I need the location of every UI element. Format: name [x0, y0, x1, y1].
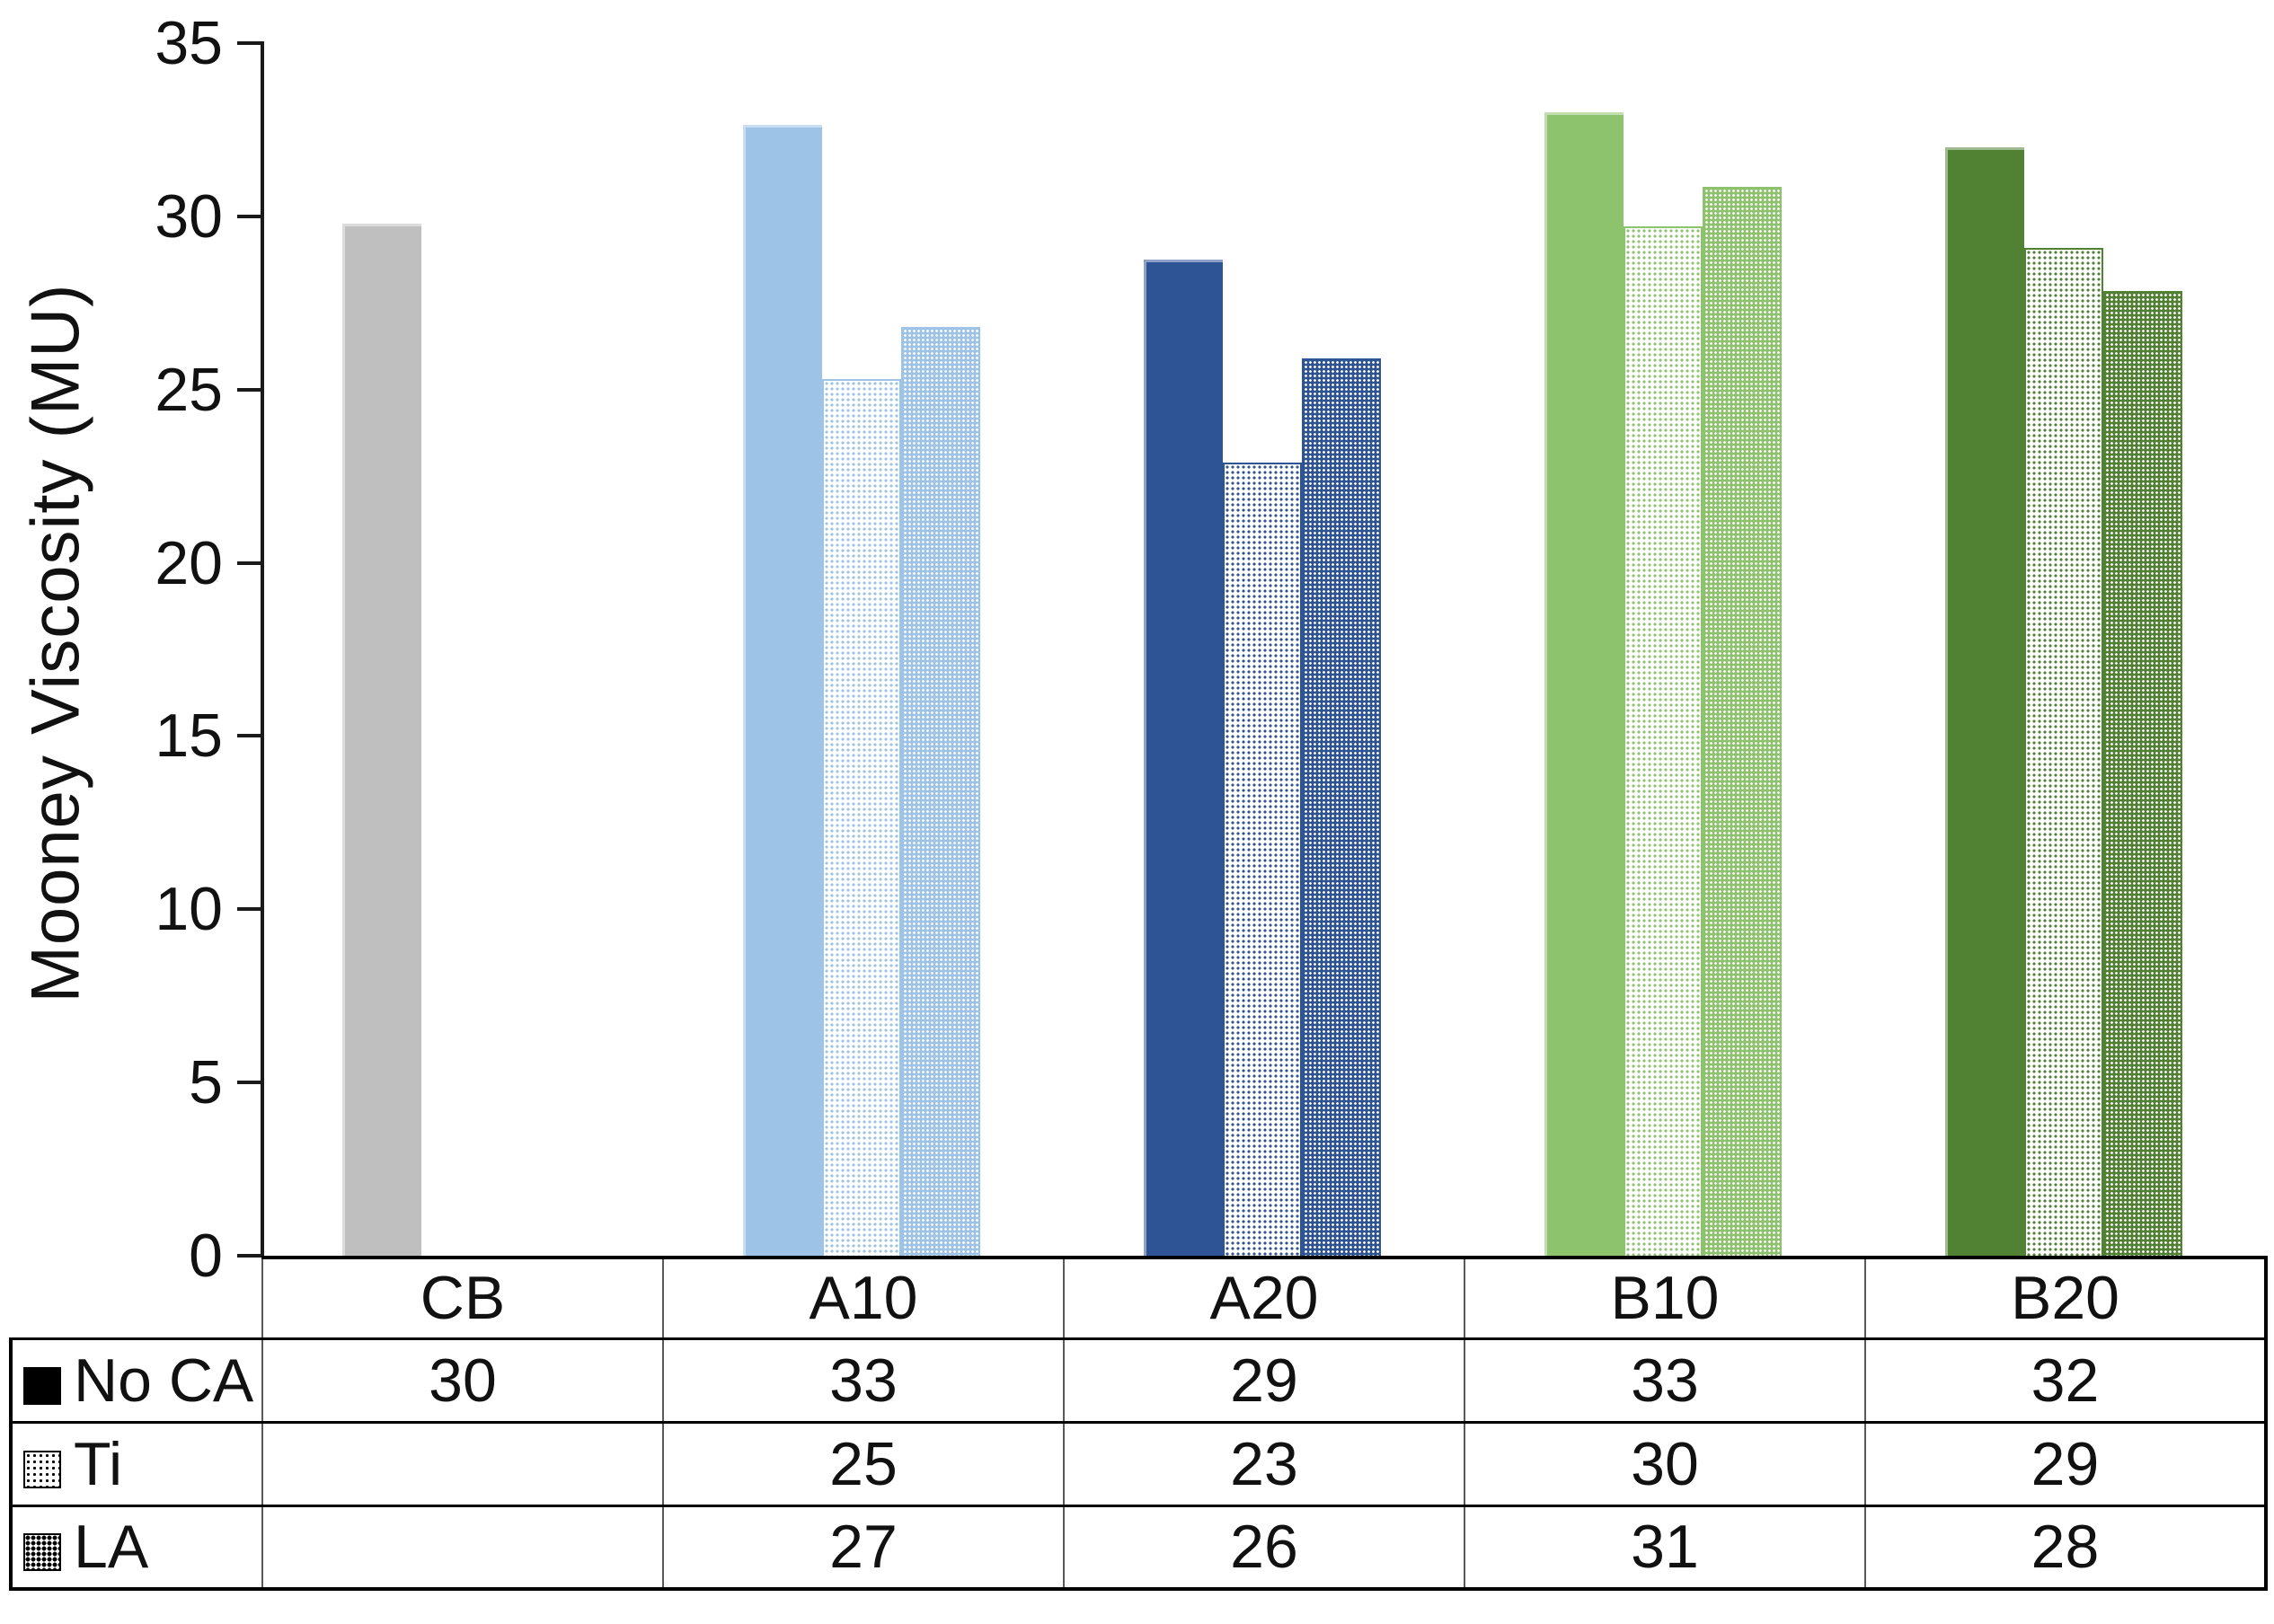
value-CB-Ti: [261, 1420, 664, 1507]
value-B20-Ti: 29: [1864, 1420, 2268, 1507]
y-tick-label-30: 30: [155, 181, 223, 251]
category-header-B20: B20: [1864, 1256, 2268, 1340]
y-tick-label-35: 35: [155, 9, 223, 77]
category-header-A10: A10: [662, 1256, 1065, 1340]
value-B10-LA: 31: [1464, 1504, 1866, 1591]
y-tick-label-0: 0: [189, 1222, 223, 1290]
value-A20-Ti: 23: [1063, 1420, 1465, 1507]
bar-group-B20: [1863, 43, 2264, 1256]
y-tick-mark-20: [237, 560, 262, 565]
series-label-Ti: Ti: [9, 1420, 263, 1507]
bar-B10-LA: [1703, 187, 1782, 1256]
value-B20-No CA: 32: [1864, 1337, 2268, 1424]
bar-A20-Ti: [1223, 463, 1302, 1256]
value-B10-No CA: 33: [1464, 1337, 1866, 1424]
legend-marker-No CA: [23, 1366, 61, 1405]
value-B10-Ti: 30: [1464, 1420, 1866, 1507]
value-A10-No CA: 33: [662, 1337, 1065, 1424]
data-table: CB A10 A20 B10 B20 No CA 30 33 29 33 32 Ti 25 23 30 29 L…: [9, 1256, 2268, 1591]
value-A10-LA: 27: [662, 1504, 1065, 1591]
value-CB-LA: [261, 1504, 664, 1591]
bar-A20-No CA: [1144, 260, 1223, 1256]
y-tick-mark-5: [237, 1081, 262, 1085]
bar-group-B10: [1463, 43, 1863, 1256]
y-tick-mark-35: [237, 41, 262, 45]
legend-marker-Ti: [23, 1450, 61, 1488]
bar-B20-No CA: [1945, 147, 2024, 1256]
bar-B10-No CA: [1544, 112, 1624, 1256]
y-tick-label-25: 25: [155, 355, 223, 424]
series-label-No CA: No CA: [9, 1337, 263, 1424]
y-tick-mark-10: [237, 907, 262, 912]
value-B20-LA: 28: [1864, 1504, 2268, 1591]
bar-B10-Ti: [1624, 226, 1703, 1256]
legend-marker-LA: [23, 1533, 61, 1572]
value-A20-LA: 26: [1063, 1504, 1465, 1591]
y-tick-mark-15: [237, 734, 262, 738]
bar-CB-No CA: [342, 224, 421, 1256]
series-label-LA: LA: [9, 1504, 263, 1591]
value-A20-No CA: 29: [1063, 1337, 1465, 1424]
y-tick-mark-25: [237, 387, 262, 392]
y-tick-mark-0: [237, 1254, 262, 1258]
bar-A20-LA: [1302, 358, 1381, 1256]
y-axis-line: [261, 41, 264, 1258]
bar-group-A10: [661, 43, 1062, 1256]
plot-area: [261, 43, 2264, 1256]
bar-B20-LA: [2103, 291, 2182, 1256]
bar-A10-Ti: [822, 379, 901, 1256]
bar-B20-Ti: [2024, 248, 2103, 1256]
value-A10-Ti: 25: [662, 1420, 1065, 1507]
y-tick-label-15: 15: [155, 702, 223, 771]
y-tick-label-10: 10: [155, 875, 223, 944]
y-tick-mark-30: [237, 214, 262, 218]
y-tick-label-20: 20: [155, 528, 223, 597]
category-header-CB: CB: [261, 1256, 664, 1340]
bar-group-CB: [261, 43, 661, 1256]
bar-group-A20: [1062, 43, 1463, 1256]
category-header-A20: A20: [1063, 1256, 1465, 1340]
bar-A10-LA: [901, 327, 980, 1256]
y-tick-label-5: 5: [189, 1048, 223, 1117]
category-header-B10: B10: [1464, 1256, 1866, 1340]
bar-A10-No CA: [743, 125, 822, 1256]
value-CB-No CA: 30: [261, 1337, 664, 1424]
table-corner-cell: [11, 1258, 262, 1338]
